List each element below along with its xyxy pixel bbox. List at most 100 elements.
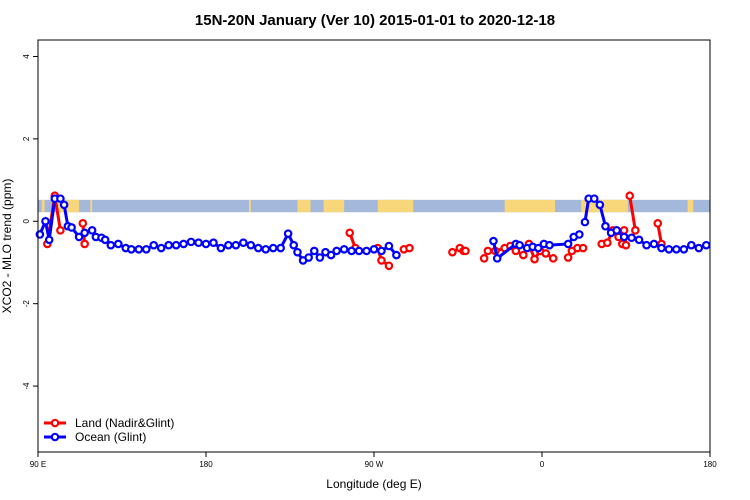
data-point-1	[149, 240, 159, 250]
data-point-0	[541, 249, 551, 258]
data-point-0	[80, 239, 89, 249]
data-point-1	[127, 244, 136, 254]
data-point-1	[489, 236, 498, 246]
data-point-1	[56, 194, 65, 203]
land-ocean-band	[38, 199, 710, 213]
data-point-1	[253, 243, 263, 253]
data-point-1	[293, 247, 302, 257]
series-layer	[35, 191, 711, 271]
land-band-patch	[297, 199, 311, 213]
data-point-1	[627, 233, 636, 243]
data-point-1	[687, 240, 696, 250]
data-point-1	[201, 239, 211, 249]
data-point-1	[304, 253, 313, 262]
data-point-1	[67, 223, 76, 232]
land-band-patch	[248, 199, 251, 213]
data-point-1	[194, 238, 203, 248]
data-point-1	[41, 216, 50, 226]
series-line-0	[628, 195, 637, 231]
data-point-0	[448, 247, 457, 257]
data-point-1	[283, 229, 293, 238]
data-point-0	[631, 226, 640, 235]
data-point-1	[141, 244, 151, 254]
data-point-0	[519, 250, 528, 260]
data-point-1	[563, 239, 573, 249]
x-tick-label: 180	[703, 460, 717, 469]
data-point-1	[575, 230, 584, 239]
data-point-0	[578, 243, 588, 253]
x-axis-label: Longitude (deg E)	[326, 477, 421, 491]
data-point-1	[657, 243, 666, 253]
data-point-1	[179, 239, 188, 249]
data-point-0	[479, 254, 489, 263]
data-point-1	[239, 238, 248, 248]
legend: Land (Nadir&Glint)Ocean (Glint)	[44, 416, 174, 444]
data-point-1	[216, 243, 226, 253]
legend-swatch-marker	[50, 418, 60, 428]
data-point-1	[347, 246, 356, 256]
data-point-1	[354, 246, 364, 256]
data-point-0	[483, 246, 493, 256]
y-axis: -4 -2 0 2 4	[22, 54, 38, 390]
data-point-1	[113, 239, 123, 249]
data-point-0	[603, 238, 612, 248]
land-band-patch	[687, 199, 694, 213]
data-point-0	[345, 228, 355, 238]
data-point-1	[209, 238, 218, 248]
data-point-0	[625, 191, 635, 201]
y-tick-label: 4	[22, 54, 31, 59]
data-point-0	[563, 253, 573, 262]
data-point-1	[533, 243, 543, 253]
data-point-1	[545, 240, 554, 250]
data-point-1	[492, 254, 502, 263]
data-point-1	[634, 235, 644, 245]
data-point-1	[224, 240, 233, 250]
data-point-1	[276, 243, 285, 253]
data-point-1	[332, 246, 341, 256]
data-point-1	[231, 240, 241, 250]
data-point-1	[80, 228, 89, 238]
land-band-patch	[41, 199, 45, 213]
data-point-1	[377, 246, 386, 256]
data-point-1	[289, 240, 299, 250]
legend-label: Land (Nadir&Glint)	[75, 416, 174, 430]
data-point-1	[261, 244, 271, 254]
data-point-1	[326, 250, 336, 260]
data-point-0	[405, 243, 414, 253]
data-point-1	[100, 235, 110, 245]
x-tick-label: 90 E	[30, 460, 46, 469]
x-axis: 90 E 180 90 W 0 180	[30, 452, 717, 469]
data-point-1	[595, 200, 605, 210]
legend-swatch-marker	[50, 432, 60, 442]
data-point-1	[134, 244, 144, 254]
y-tick-label: -2	[22, 300, 31, 308]
y-tick-label: -4	[22, 382, 31, 390]
data-point-0	[78, 219, 88, 228]
data-point-1	[106, 240, 116, 250]
data-point-0	[619, 226, 629, 235]
data-point-1	[589, 194, 599, 203]
data-point-1	[156, 243, 166, 253]
data-point-0	[56, 226, 65, 235]
x-tick-label: 180	[199, 460, 213, 469]
data-point-1	[164, 240, 173, 250]
data-point-1	[369, 244, 379, 254]
data-point-1	[384, 241, 394, 251]
data-point-1	[87, 226, 97, 235]
data-point-1	[44, 235, 54, 245]
land-band-patch	[581, 199, 628, 213]
data-point-1	[309, 246, 319, 256]
data-point-1	[246, 240, 256, 250]
data-point-1	[701, 240, 711, 250]
data-point-1	[664, 244, 674, 254]
data-point-0	[621, 240, 631, 250]
land-band-patch	[504, 199, 556, 213]
data-point-1	[642, 240, 651, 250]
data-point-1	[694, 243, 704, 253]
data-point-1	[601, 221, 610, 231]
data-point-1	[619, 232, 629, 242]
y-axis-label: XCO2 - MLO trend (ppm)	[0, 179, 14, 314]
data-point-1	[186, 237, 196, 247]
land-band-patch	[90, 199, 93, 213]
